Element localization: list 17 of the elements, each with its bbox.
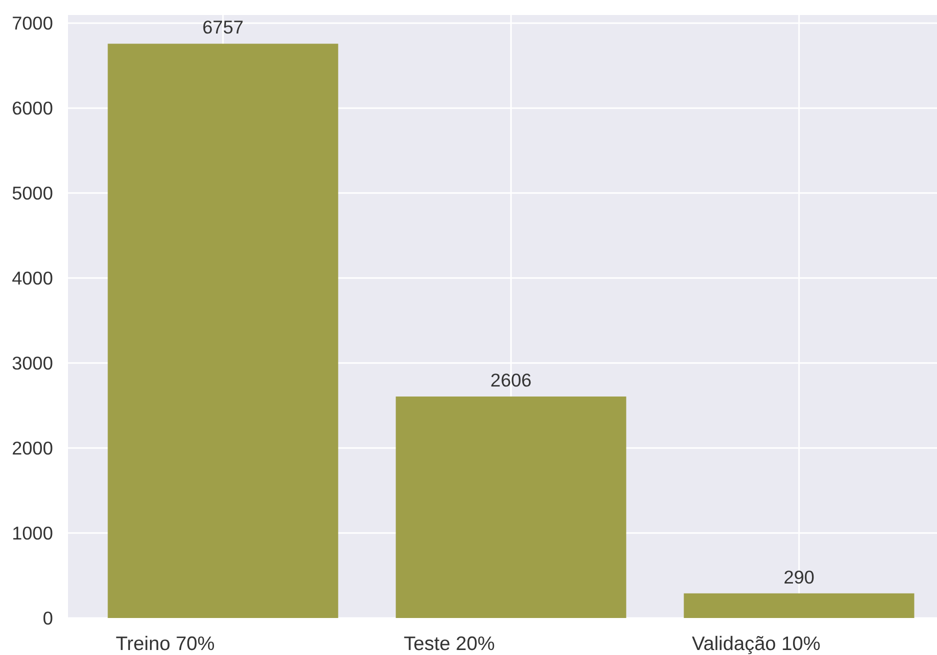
data-label: 290 bbox=[784, 566, 814, 588]
y-tick-label: 1000 bbox=[12, 522, 53, 544]
y-tick-label: 0 bbox=[42, 607, 53, 628]
data-label: 6757 bbox=[202, 16, 244, 38]
y-tick-label: 3000 bbox=[12, 352, 53, 374]
y-tick-label: 2000 bbox=[12, 437, 53, 458]
y-tick-label: 6000 bbox=[12, 98, 53, 119]
x-tick-label: Validação 10% bbox=[692, 633, 820, 655]
y-tick-label: 5000 bbox=[12, 182, 53, 204]
bar bbox=[684, 593, 914, 618]
x-tick-label: Teste 20% bbox=[404, 633, 495, 655]
data-label: 2606 bbox=[490, 370, 532, 391]
y-tick-label: 7000 bbox=[12, 12, 53, 34]
bar bbox=[396, 396, 626, 618]
bar bbox=[108, 44, 338, 618]
y-tick-label: 4000 bbox=[12, 268, 53, 289]
x-tick-label: Treino 70% bbox=[116, 633, 215, 655]
